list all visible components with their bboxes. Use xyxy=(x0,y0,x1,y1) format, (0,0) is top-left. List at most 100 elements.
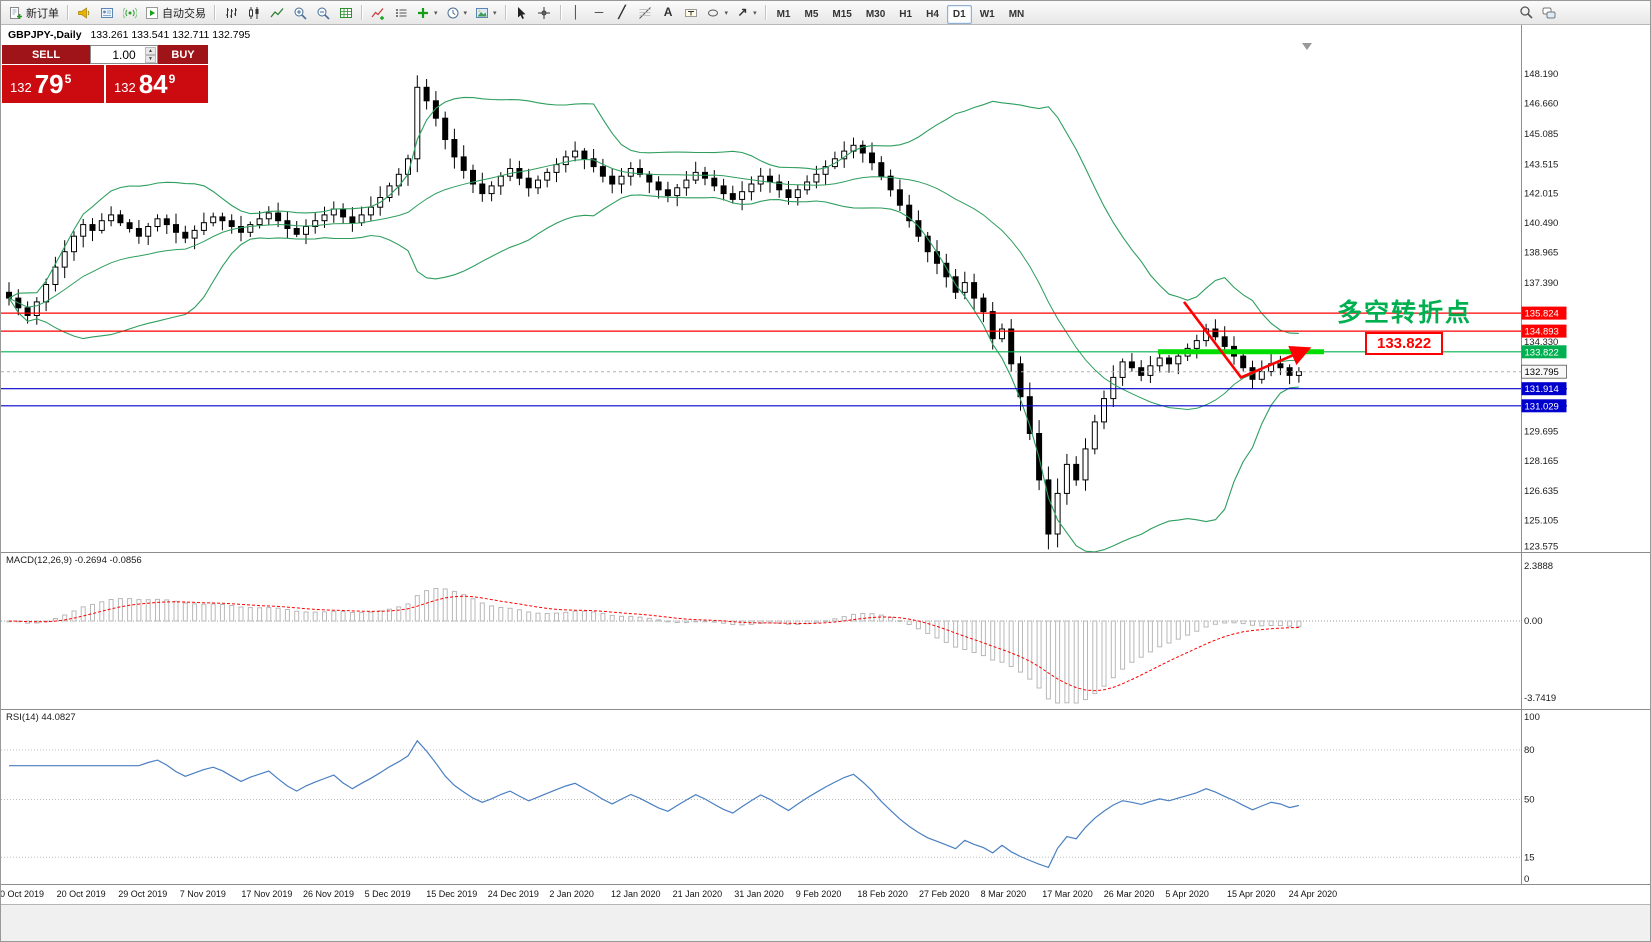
dropdown-arrow-icon: ▾ xyxy=(493,9,497,17)
text-tool-button[interactable]: A xyxy=(657,2,680,23)
status-strip xyxy=(1,904,1650,941)
zoom-out-button[interactable] xyxy=(311,2,334,23)
label-tool-button[interactable] xyxy=(680,2,703,23)
grid-icon xyxy=(339,7,352,18)
buy-price-button[interactable]: 132 84 9 xyxy=(106,65,208,103)
dropdown-arrow-icon: ▾ xyxy=(434,9,438,17)
vline-tool-button[interactable]: │ xyxy=(565,2,588,23)
tile-windows-button[interactable] xyxy=(334,2,357,23)
crosshair-button[interactable] xyxy=(533,2,556,23)
timeframe-m30-button[interactable]: M30 xyxy=(865,8,886,20)
profile-card-icon xyxy=(100,7,113,18)
volume-increase-button[interactable]: ▲ xyxy=(145,46,156,55)
one-click-trading-panel: SELL 1.00 ▲ ▼ BUY 132 79 5 132 84 9 xyxy=(2,45,208,103)
timeframe-m5-button[interactable]: M5 xyxy=(804,8,819,20)
price-tick: 148.190 xyxy=(1524,69,1558,80)
price-tick: 140.490 xyxy=(1524,218,1558,229)
toolbar-separator xyxy=(559,5,561,20)
macd-histogram xyxy=(6,588,1302,704)
periods-button[interactable]: ▾ xyxy=(442,2,472,23)
timeframe-w1-button[interactable]: W1 xyxy=(979,8,995,20)
timeframe-d1-button[interactable]: D1 xyxy=(946,4,972,24)
timeframe-m15-button[interactable]: M15 xyxy=(832,8,852,20)
sell-price-button[interactable]: 132 79 5 xyxy=(2,65,104,103)
timeframe-m1-button[interactable]: M1 xyxy=(776,8,791,20)
date-label: 15 Apr 2020 xyxy=(1227,889,1276,899)
objects-list-button[interactable] xyxy=(389,2,412,23)
dropdown-arrow-icon: ▾ xyxy=(463,9,468,17)
macd-axis-tick: 0.00 xyxy=(1524,616,1543,627)
alerts-button[interactable] xyxy=(72,2,95,23)
sell-button[interactable]: SELL xyxy=(2,45,90,64)
macd-panel[interactable]: 2.3888 0.00 -3.7419 xyxy=(1,552,1651,709)
list-icon xyxy=(395,8,406,17)
clock-icon xyxy=(447,7,459,18)
cursor-button[interactable] xyxy=(510,2,533,23)
price-tick: 128.165 xyxy=(1524,456,1558,467)
buy-button[interactable]: BUY xyxy=(158,45,208,64)
buy-price-sup: 9 xyxy=(168,72,176,86)
hline-tool-button[interactable]: ─ xyxy=(588,2,611,23)
svg-text:133.822: 133.822 xyxy=(1525,347,1559,358)
macd-axis-tick: 2.3888 xyxy=(1524,561,1553,572)
date-label: 15 Dec 2019 xyxy=(426,889,478,899)
candlestick-type-button[interactable] xyxy=(242,2,265,23)
trendline-tool-button[interactable]: ╱ xyxy=(611,2,634,23)
rsi-axis-tick: 15 xyxy=(1524,852,1535,863)
main-chart-panel[interactable]: 148.190 146.660 145.085 143.515 142.015 140.4… xyxy=(1,25,1651,552)
volume-decrease-button[interactable]: ▼ xyxy=(145,54,156,63)
market-watch-button[interactable] xyxy=(95,2,118,23)
dropdown-arrow-icon: ▾ xyxy=(753,9,757,17)
chat-button[interactable] xyxy=(1538,2,1561,23)
macd-axis-tick: -3.7419 xyxy=(1524,693,1556,704)
price-tick: 143.515 xyxy=(1524,159,1558,170)
templates-button[interactable]: ▾ xyxy=(471,2,501,23)
timeframe-h1-button[interactable]: H1 xyxy=(899,8,913,20)
bar-chart-icon xyxy=(225,7,237,18)
plus-icon xyxy=(418,7,428,18)
chart-window: 148.190 146.660 145.085 143.515 142.015 140.4… xyxy=(1,25,1651,904)
price-tick: 123.575 xyxy=(1524,542,1558,553)
horn-icon xyxy=(77,6,89,19)
arrows-tool-button[interactable]: ↗ ▾ xyxy=(732,2,761,23)
new-order-button[interactable]: 新订单 xyxy=(4,2,63,23)
toolbar-separator xyxy=(67,5,68,20)
new-order-icon xyxy=(10,6,22,19)
date-label: 24 Dec 2019 xyxy=(487,889,539,899)
trend-arrow-annotation[interactable] xyxy=(1182,301,1312,379)
rsi-line xyxy=(9,739,1300,869)
autotrade-play-icon xyxy=(146,6,158,19)
timeframe-h4-button[interactable]: H4 xyxy=(926,8,939,20)
timeframe-mn-button[interactable]: MN xyxy=(1008,8,1025,20)
date-label: 7 Nov 2019 xyxy=(179,889,226,899)
turning-point-annotation[interactable]: 多空转折点 xyxy=(1337,299,1473,327)
zoom-in-button[interactable] xyxy=(288,2,311,23)
chart-title: GBPJPY-,Daily 133.261 133.541 132.711 13… xyxy=(8,29,250,41)
candlesticks xyxy=(6,75,1302,550)
rsi-panel[interactable]: 100 80 50 15 0 xyxy=(1,709,1651,884)
price-tick: 146.660 xyxy=(1524,99,1558,110)
add-chart-button[interactable]: ▾ xyxy=(412,2,442,23)
svg-text:135.824: 135.824 xyxy=(1525,309,1559,320)
price-tick: 145.085 xyxy=(1524,129,1558,140)
volume-value: 1.00 xyxy=(112,47,136,62)
bollinger-upper-band xyxy=(8,96,1299,334)
chart-shift-marker[interactable] xyxy=(1302,43,1312,50)
indicators-button[interactable] xyxy=(366,2,389,23)
line-chart-type-button[interactable] xyxy=(265,2,288,23)
volume-input[interactable]: 1.00 ▲ ▼ xyxy=(90,45,158,64)
svg-text:131.029: 131.029 xyxy=(1525,401,1559,412)
search-button[interactable] xyxy=(1515,2,1538,23)
price-callout-box[interactable]: 133.822 xyxy=(1365,332,1444,355)
fibonacci-tool-button[interactable] xyxy=(634,2,657,23)
vline-icon: │ xyxy=(572,5,580,19)
autotrade-button[interactable]: 自动交易 xyxy=(141,2,210,23)
bar-chart-type-button[interactable] xyxy=(219,2,242,23)
toolbar-separator xyxy=(764,5,766,20)
date-label: 9 Feb 2020 xyxy=(795,889,842,899)
symbol-label: GBPJPY-,Daily xyxy=(8,29,82,41)
date-label: 31 Jan 2020 xyxy=(734,889,784,899)
signals-button[interactable] xyxy=(118,2,141,23)
shapes-tool-button[interactable]: ▾ xyxy=(703,2,733,23)
